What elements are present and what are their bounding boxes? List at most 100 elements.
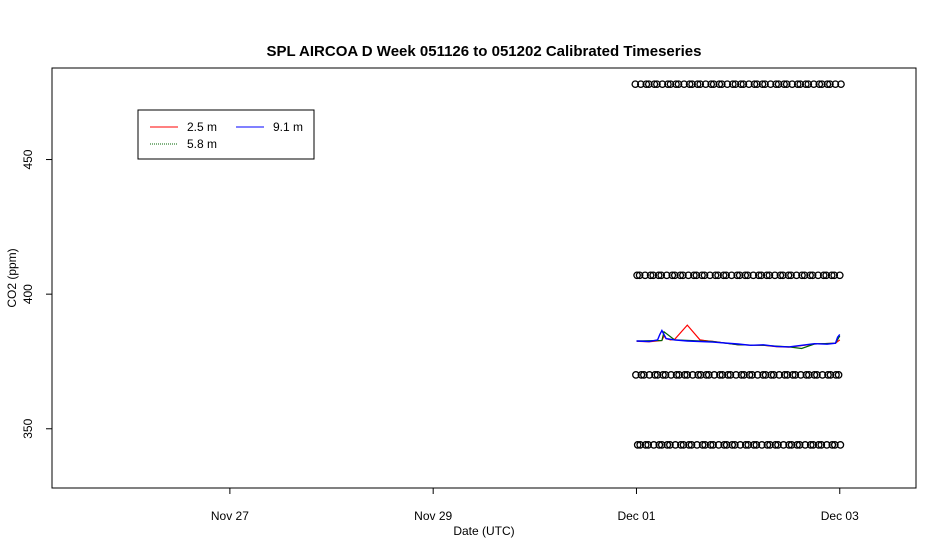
y-tick-label-2: 450 xyxy=(21,149,35,169)
ref-point-2-1 xyxy=(637,371,646,379)
ref-point-1-24 xyxy=(735,271,744,280)
ref-point-0-13 xyxy=(688,80,696,89)
ref-point-3-14 xyxy=(693,441,701,449)
ref-point-3-4 xyxy=(649,441,658,449)
ref-point-3-41 xyxy=(809,441,818,449)
ref-point-2-36 xyxy=(788,371,797,379)
ref-point-2-37 xyxy=(791,371,800,379)
x-axis: Nov 27 Nov 29 Dec 01 Dec 03 xyxy=(211,488,859,523)
ref-point-0-14 xyxy=(693,80,702,89)
ref-point-1-17 xyxy=(706,271,714,280)
ref-point-0-18 xyxy=(709,80,718,89)
ref-point-1-29 xyxy=(757,271,766,280)
ref-point-0-47 xyxy=(837,80,845,89)
ref-point-1-21 xyxy=(722,271,730,280)
ref-point-3-37 xyxy=(793,441,801,449)
ref-point-1-28 xyxy=(754,271,763,280)
ref-point-2-0 xyxy=(632,371,640,379)
ref-point-0-36 xyxy=(788,80,797,89)
ref-point-2-2 xyxy=(640,371,648,379)
y-axis-label: CO2 (ppm) xyxy=(5,248,19,307)
ref-point-2-40 xyxy=(805,371,813,379)
ref-point-0-29 xyxy=(758,80,767,89)
ref-point-3-2 xyxy=(641,441,650,449)
ref-point-3-13 xyxy=(687,441,696,449)
ref-point-0-23 xyxy=(731,80,740,89)
ref-point-0-10 xyxy=(674,80,683,89)
ref-point-2-19 xyxy=(716,371,724,379)
ref-point-0-15 xyxy=(696,80,705,89)
ref-point-2-18 xyxy=(710,371,719,379)
ref-point-2-34 xyxy=(780,371,789,379)
ref-point-2-41 xyxy=(810,371,819,379)
ref-point-3-31 xyxy=(766,441,774,449)
ref-point-1-47 xyxy=(835,271,844,280)
ref-point-0-32 xyxy=(772,80,780,89)
ref-point-2-17 xyxy=(704,371,713,379)
ref-point-3-15 xyxy=(698,441,707,449)
x-tick-label-0: Nov 27 xyxy=(211,509,249,523)
ref-point-0-44 xyxy=(823,80,832,89)
y-tick-label-0: 350 xyxy=(21,418,35,438)
ref-point-1-14 xyxy=(692,271,701,280)
ref-point-2-13 xyxy=(688,371,697,379)
x-tick-label-3: Dec 03 xyxy=(821,509,859,523)
legend-label-5-8m: 5.8 m xyxy=(187,137,217,151)
ref-point-0-20 xyxy=(717,80,726,89)
ref-point-0-4 xyxy=(650,80,659,89)
ref-point-0-35 xyxy=(782,80,791,89)
ref-point-0-28 xyxy=(753,80,761,89)
ref-point-3-43 xyxy=(817,441,826,449)
ref-point-0-3 xyxy=(644,80,653,89)
ref-point-1-22 xyxy=(727,271,736,280)
ref-point-0-22 xyxy=(728,80,737,89)
ref-point-3-38 xyxy=(795,441,804,449)
ref-point-2-33 xyxy=(775,371,784,379)
ref-point-1-12 xyxy=(684,271,693,280)
series-line-9-1-m xyxy=(636,328,841,348)
ref-point-0-34 xyxy=(780,80,788,89)
ref-point-3-46 xyxy=(830,441,839,449)
ref-point-3-0 xyxy=(633,441,642,449)
ref-point-3-40 xyxy=(806,441,815,449)
ref-point-1-43 xyxy=(819,271,828,280)
ref-point-2-5 xyxy=(653,371,662,379)
ref-point-1-33 xyxy=(776,271,785,280)
ref-point-2-10 xyxy=(675,371,683,379)
ref-point-3-10 xyxy=(677,441,685,449)
ref-point-3-6 xyxy=(657,441,666,449)
ref-point-1-0 xyxy=(633,271,641,280)
ref-point-3-20 xyxy=(720,441,729,449)
chart-title: SPL AIRCOA D Week 051126 to 051202 Calib… xyxy=(267,43,702,60)
x-tick-label-1: Nov 29 xyxy=(414,509,452,523)
ref-point-0-41 xyxy=(809,80,818,89)
ref-point-2-28 xyxy=(753,371,762,379)
ref-point-2-38 xyxy=(796,371,805,379)
ref-point-3-5 xyxy=(655,441,664,449)
ref-point-0-6 xyxy=(658,80,667,89)
ref-point-2-31 xyxy=(767,371,776,379)
ref-point-3-32 xyxy=(771,441,780,449)
ref-point-0-17 xyxy=(707,80,716,89)
ref-point-2-32 xyxy=(769,371,778,379)
ref-point-1-6 xyxy=(657,271,666,280)
ref-point-0-11 xyxy=(680,80,688,89)
legend-label-9-1m: 9.1 m xyxy=(273,120,303,134)
ref-point-3-27 xyxy=(750,441,758,449)
ref-point-3-47 xyxy=(836,441,845,449)
ref-point-1-30 xyxy=(762,271,771,280)
ref-point-1-26 xyxy=(743,271,752,280)
ref-point-3-12 xyxy=(685,441,693,449)
ref-point-0-24 xyxy=(737,80,745,89)
ref-point-2-43 xyxy=(818,371,827,379)
ref-point-1-40 xyxy=(806,271,814,280)
ref-point-1-4 xyxy=(649,271,658,280)
ref-point-3-25 xyxy=(741,441,750,449)
ref-point-2-11 xyxy=(680,371,689,379)
ref-point-2-47 xyxy=(834,371,843,379)
ref-point-0-42 xyxy=(815,80,824,89)
y-tick-label-1: 400 xyxy=(21,284,35,304)
ref-point-1-3 xyxy=(646,271,655,280)
ref-point-0-31 xyxy=(766,80,775,89)
ref-point-3-18 xyxy=(709,441,717,449)
